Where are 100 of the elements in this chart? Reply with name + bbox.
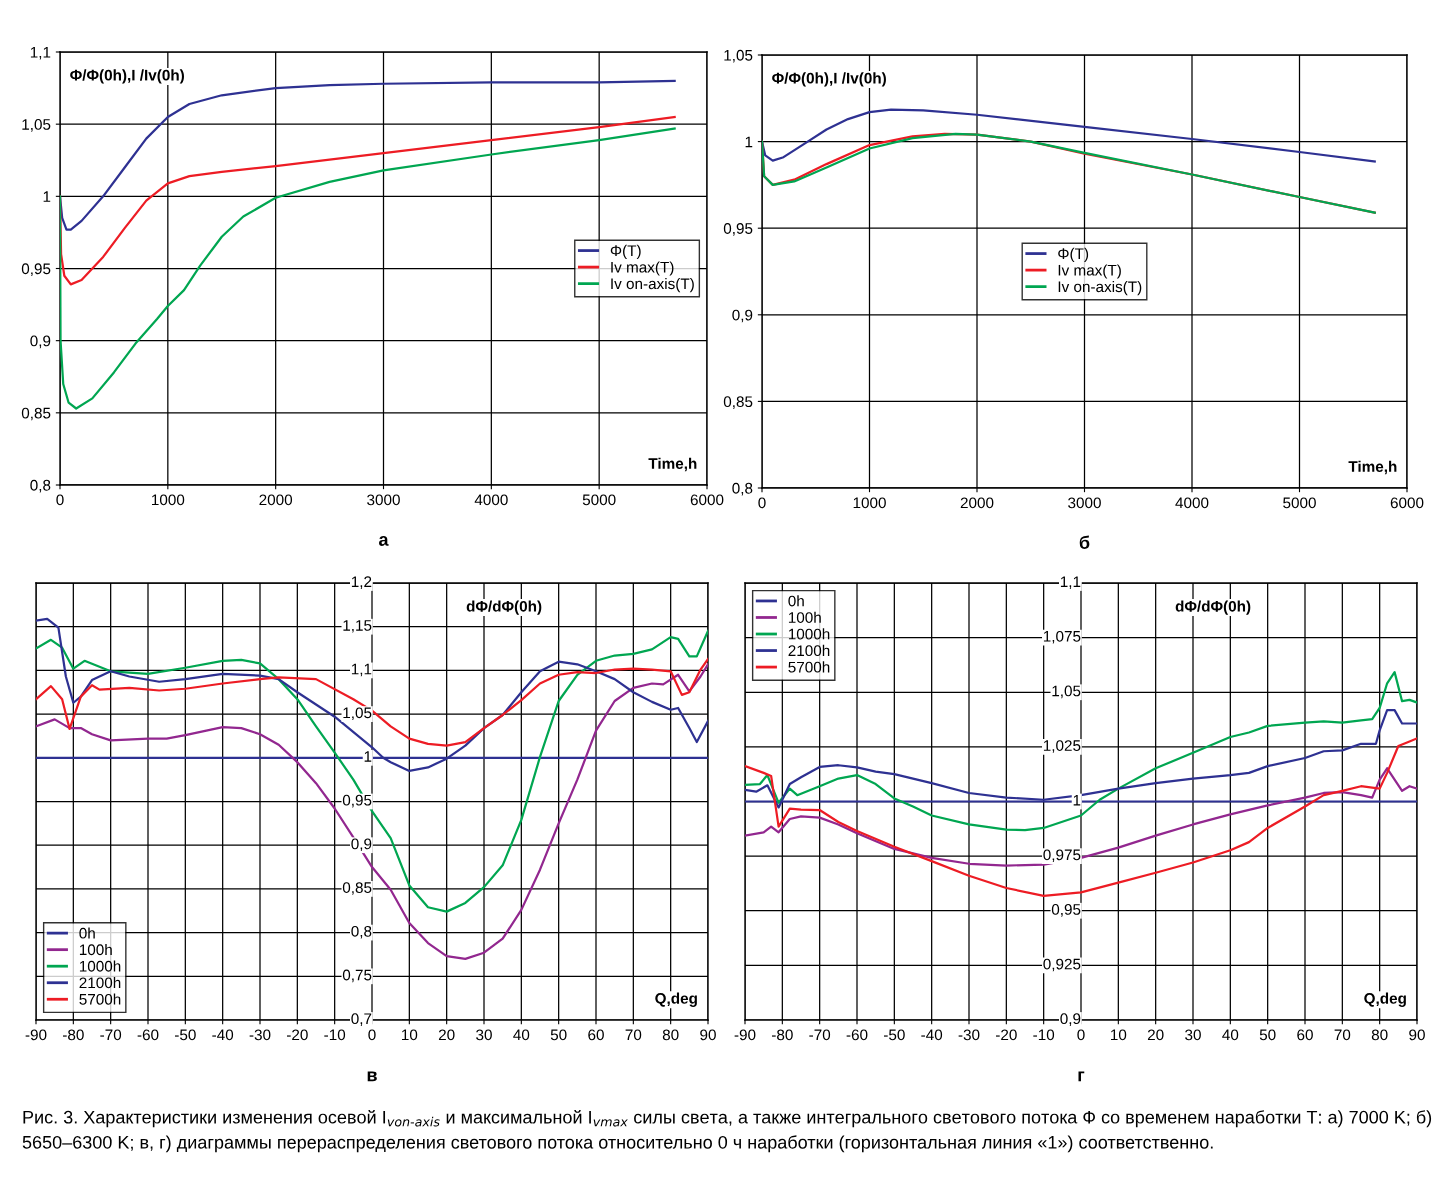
x-tick-label: -90: [734, 1029, 756, 1041]
legend-label: 1000h: [79, 960, 121, 972]
y-tick-label: 1: [43, 191, 51, 202]
legend-label: 100h: [79, 943, 112, 956]
x-tick-label: 2000: [960, 497, 994, 509]
y-axis-title: dΦ/dΦ(0h): [1175, 600, 1251, 615]
x-tick-label: 4000: [474, 494, 508, 506]
x-tick-label: 0: [1077, 1029, 1085, 1041]
x-tick-label: 3000: [1068, 497, 1101, 509]
x-tick-label: -40: [212, 1029, 234, 1041]
x-tick-label: 50: [1259, 1029, 1276, 1041]
legend-label: Φ(T): [1058, 247, 1089, 263]
x-tick-label: 2000: [259, 494, 293, 506]
y-tick-label: 0,925: [1043, 958, 1081, 972]
y-tick-label: 0,7: [351, 1013, 372, 1026]
legend-label: 100h: [788, 611, 821, 623]
x-axis-title: Time,h: [1348, 460, 1397, 475]
x-tick-label: 30: [1185, 1029, 1201, 1041]
y-axis-title: Φ/Φ(0h),I /Iv(0h): [70, 69, 184, 84]
x-tick-label: 20: [1147, 1029, 1164, 1041]
x-tick-label: -20: [286, 1029, 308, 1041]
x-tick-label: 6000: [1390, 497, 1424, 509]
y-tick-label: 0,95: [21, 263, 51, 276]
x-tick-label: 0: [56, 494, 64, 506]
x-tick-label: -70: [100, 1029, 122, 1041]
y-tick-label: 0,85: [21, 407, 51, 421]
x-tick-label: 1000: [853, 497, 886, 509]
y-tick-label: 0,975: [1043, 849, 1081, 863]
x-tick-label: -70: [809, 1029, 831, 1041]
x-tick-label: 6000: [690, 494, 724, 506]
x-tick-label: 80: [662, 1029, 679, 1041]
x-tick-label: -30: [249, 1029, 271, 1041]
x-tick-label: 40: [1222, 1029, 1239, 1041]
x-tick-label: -20: [995, 1029, 1017, 1041]
x-tick-label: 40: [513, 1029, 530, 1041]
legend-label: Iv on-axis(T): [1058, 280, 1142, 296]
x-tick-label: 3000: [367, 494, 400, 506]
y-tick-label: 1,075: [1043, 630, 1081, 644]
y-tick-label: 0,9: [1060, 1013, 1081, 1026]
x-tick-label: -60: [137, 1029, 159, 1041]
text: в: [367, 1071, 377, 1082]
y-tick-label: 0,85: [723, 396, 753, 409]
x-tick-label: 60: [1297, 1029, 1313, 1041]
y-tick-label: 1,1: [30, 47, 51, 60]
x-tick-label: 90: [700, 1029, 716, 1041]
x-tick-label: 90: [1409, 1029, 1425, 1041]
y-tick-label: 1: [1073, 794, 1081, 806]
x-tick-label: -10: [1033, 1029, 1055, 1041]
x-tick-label: 50: [550, 1029, 567, 1041]
text: Рис. 3. Характеристики изменения осевой I$_{von‐axis}$ и максимальной I$_{vmax}$ силы света, а также интегрального светового потока Ф со временем наработки Т: а) 7000 K; б) 5650–6300 K; в, г) диаграммы перераспределения светового потока относительно 0 ч наработки (горизонтальная линия «1») соответственно.: [22, 1110, 1432, 1153]
text: б: [1079, 535, 1090, 549]
legend-label: 5700h: [79, 993, 121, 1005]
x-tick-label: 5000: [1283, 497, 1316, 509]
x-tick-label: 0: [758, 497, 766, 509]
y-tick-label: 0,95: [723, 223, 753, 236]
y-tick-label: 1,15: [343, 620, 372, 633]
y-tick-label: 1,1: [351, 663, 372, 677]
x-tick-label: -60: [846, 1029, 868, 1041]
y-tick-label: 1,05: [343, 707, 372, 721]
legend-label: 2100h: [79, 977, 121, 989]
y-tick-label: 1: [745, 136, 753, 148]
legend-label: 1000h: [788, 628, 830, 640]
text: г: [1078, 1071, 1085, 1082]
legend-label: Φ(T): [610, 244, 641, 260]
x-tick-label: 4000: [1175, 497, 1209, 509]
legend-label: 5700h: [788, 661, 830, 673]
y-tick-label: 1,05: [22, 119, 51, 132]
x-tick-label: 70: [625, 1029, 642, 1041]
y-tick-label: 0,9: [351, 838, 372, 852]
y-tick-label: 0,75: [342, 969, 372, 983]
x-tick-label: 30: [476, 1029, 492, 1041]
y-tick-label: 1,025: [1043, 740, 1081, 753]
x-tick-label: -80: [771, 1029, 793, 1041]
y-tick-label: 0,9: [732, 309, 753, 323]
y-tick-label: 0,8: [732, 482, 753, 496]
x-axis-title: Q,deg: [655, 992, 697, 1007]
y-axis-title: Φ/Φ(0h),I /Iv(0h): [772, 72, 886, 87]
y-tick-label: 1,1: [1060, 576, 1081, 589]
x-tick-label: -10: [324, 1029, 346, 1041]
legend-label: 2100h: [788, 644, 830, 657]
x-tick-label: -90: [25, 1029, 47, 1041]
y-tick-label: 1,05: [724, 49, 753, 63]
y-tick-label: 0,95: [342, 794, 372, 808]
legend-label: Iv max(T): [1058, 264, 1121, 279]
x-tick-label: -30: [958, 1029, 980, 1041]
x-tick-label: 70: [1334, 1029, 1351, 1041]
y-tick-label: 1,2: [351, 576, 372, 589]
y-tick-label: 0,9: [30, 335, 51, 349]
y-tick-label: 1,05: [1052, 685, 1081, 699]
x-tick-label: 10: [402, 1029, 418, 1041]
y-axis-title: dΦ/dΦ(0h): [466, 600, 542, 615]
x-tick-label: 10: [1111, 1029, 1127, 1041]
y-tick-label: 0,8: [351, 925, 372, 939]
legend-label: 0h: [788, 595, 804, 607]
x-tick-label: 5000: [582, 494, 616, 506]
x-tick-label: -40: [921, 1029, 943, 1041]
y-tick-label: 0,95: [1051, 904, 1081, 917]
x-axis-title: Q,deg: [1364, 992, 1406, 1007]
x-tick-label: 80: [1371, 1029, 1388, 1041]
y-tick-label: 0,85: [342, 882, 372, 895]
